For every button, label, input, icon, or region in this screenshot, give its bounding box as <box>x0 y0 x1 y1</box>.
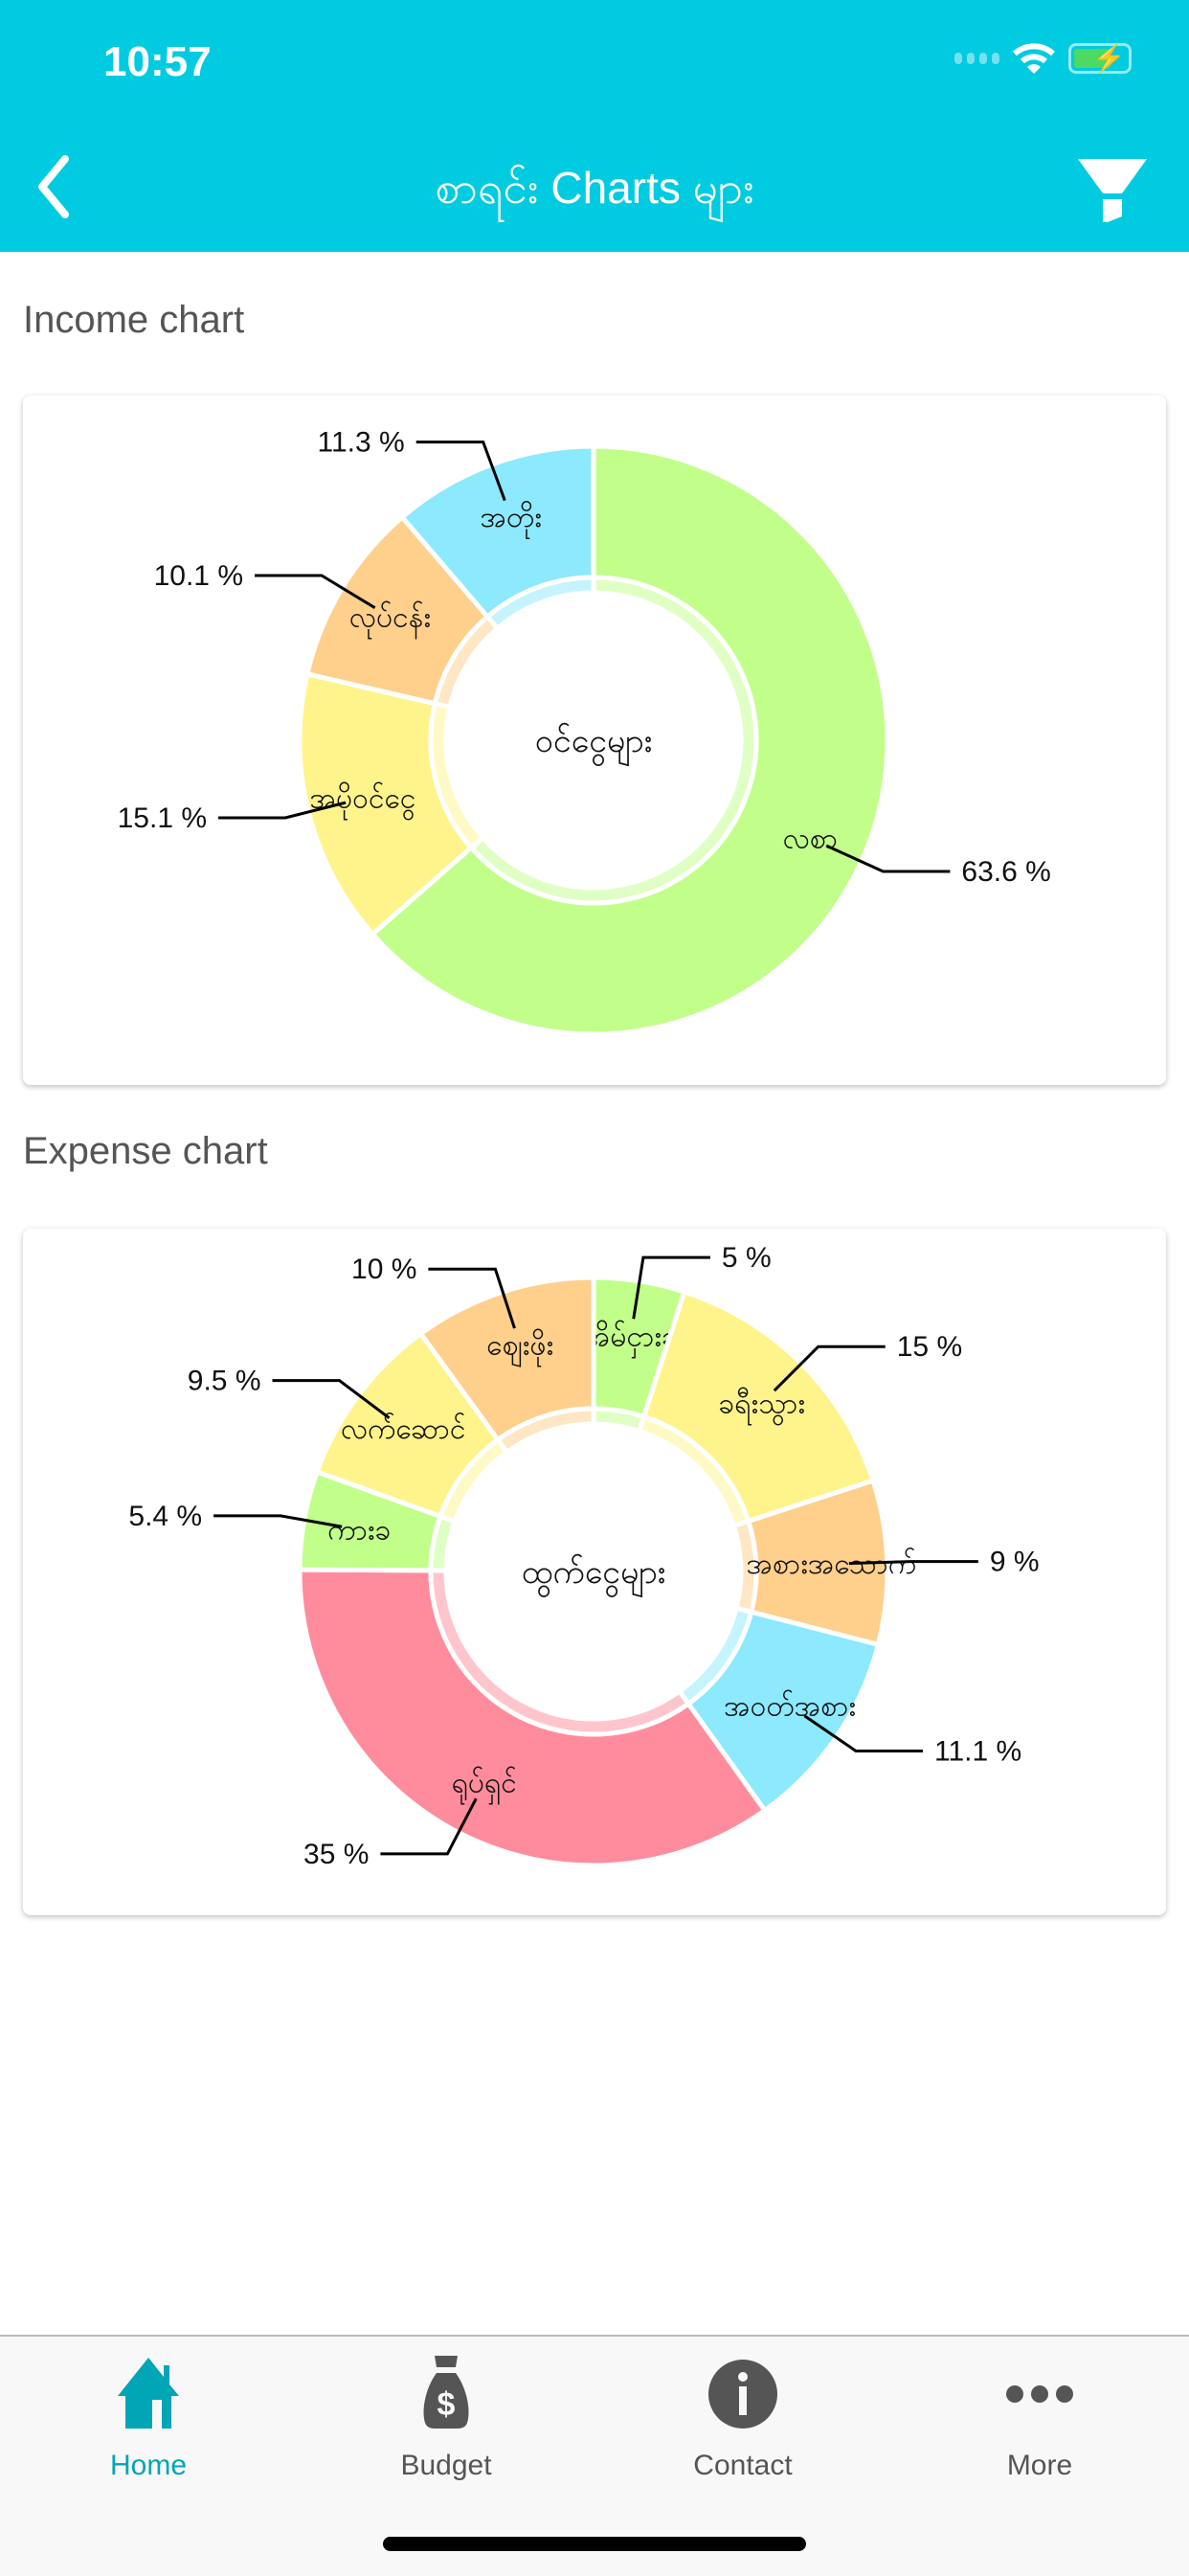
leader-line <box>632 1255 710 1320</box>
leader-line <box>825 844 951 873</box>
leader-line <box>272 1379 391 1419</box>
leader-line <box>803 1714 924 1752</box>
app-header: 10:57 ⚡ စာရင်း Charts များ <box>0 0 1189 252</box>
tab-contact[interactable]: Contact <box>647 2354 839 2482</box>
percent-label: 10.1 % <box>154 560 243 592</box>
percent-label: 11.1 % <box>934 1735 1021 1767</box>
percent-label: 5 % <box>722 1242 772 1274</box>
percent-label: 10 % <box>351 1254 416 1285</box>
leader-line <box>428 1267 516 1329</box>
leader-line <box>848 1560 978 1566</box>
money-bag-icon: $ <box>423 2356 469 2429</box>
slice-label: ကားခ <box>327 1514 391 1548</box>
status-time: 10:57 <box>103 38 212 85</box>
leader-line <box>773 1344 886 1392</box>
page-title: စာရင်း Charts များ <box>435 163 754 213</box>
income-chart-card: လစာ 63.6 % အပိုဝင်ငွေ 15.1 % လုပ်ငန်း 10.1 % အ… <box>23 395 1166 1085</box>
slice-label: လုပ်ငန်း <box>349 600 431 640</box>
tab-budget-label: Budget <box>400 2450 492 2481</box>
tab-more[interactable]: More <box>944 2354 1135 2482</box>
slice-label: ရုပ်ရှင် <box>452 1767 517 1806</box>
leader-line <box>415 441 506 502</box>
back-button[interactable] <box>29 153 86 220</box>
tab-budget[interactable]: $ Budget <box>350 2354 542 2482</box>
wifi-icon <box>1013 43 1055 74</box>
percent-label: 35 % <box>303 1839 369 1870</box>
tab-home-label: Home <box>109 2450 188 2481</box>
percent-label: 15.1 % <box>118 802 207 834</box>
slice-label: အတိုး <box>481 501 542 540</box>
slice-label: လက်ဆောင် <box>341 1412 466 1446</box>
signal-icon <box>954 53 999 64</box>
tab-contact-label: Contact <box>693 2450 793 2481</box>
income-section-title: Income chart <box>23 299 245 341</box>
donut-center-label: ဝင်ငွေများ <box>535 722 653 766</box>
info-icon <box>708 2360 777 2429</box>
leader-line <box>380 1797 478 1856</box>
leader-line <box>213 1514 343 1528</box>
home-icon <box>118 2358 179 2429</box>
slice-label: အဝတ်အစား <box>724 1689 856 1723</box>
svg-text:$: $ <box>437 2386 456 2423</box>
donut-slice-inner-ring <box>591 1406 647 1435</box>
percent-label: 15 % <box>897 1331 962 1363</box>
leader-line <box>218 801 347 820</box>
slice-label: ခရီးသွား <box>718 1387 805 1426</box>
slice-label: လစာ <box>783 823 838 856</box>
tab-more-label: More <box>1006 2450 1073 2481</box>
filter-button[interactable] <box>1074 155 1151 222</box>
percent-label: 63.6 % <box>961 856 1050 888</box>
slice-label: ဈေးဖိုး <box>486 1329 553 1368</box>
percent-label: 5.4 % <box>128 1501 202 1532</box>
tab-home[interactable]: Home <box>53 2354 244 2482</box>
bottom-tab-bar: Home $ Budget Contact More <box>0 2335 1189 2576</box>
expense-section-title: Expense chart <box>23 1130 268 1172</box>
expense-donut-chart: အိမ်ငှားခ5 %ခရီးသွား15 %အစားအသောက် 9 %အဝတ… <box>128 1242 1040 1870</box>
income-donut-chart: လစာ 63.6 % အပိုဝင်ငွေ 15.1 % လုပ်ငန်း 10.1 % အ… <box>118 427 1051 1037</box>
percent-label: 9 % <box>990 1547 1040 1578</box>
donut-center-label: ထွက်ငွေများ <box>522 1553 666 1597</box>
slice-label: အပိုဝင်ငွေ <box>309 782 415 822</box>
donut-slice-inner-ring <box>483 575 596 632</box>
home-indicator <box>383 2537 806 2551</box>
donut-slice-inner-ring <box>494 1406 596 1456</box>
more-icon <box>1006 2385 1073 2403</box>
slice-label: အစားအသောက် <box>747 1548 917 1581</box>
leader-line <box>255 574 376 609</box>
status-icons: ⚡ <box>954 42 1132 75</box>
expense-chart-card: အိမ်ငှားခ 5 % ခရီးသွား 15 % အစားအသောက် 9 % အဝတ… <box>23 1229 1166 1915</box>
percent-label: 11.3 % <box>318 427 405 459</box>
percent-label: 9.5 % <box>188 1366 261 1397</box>
battery-icon: ⚡ <box>1068 43 1132 74</box>
